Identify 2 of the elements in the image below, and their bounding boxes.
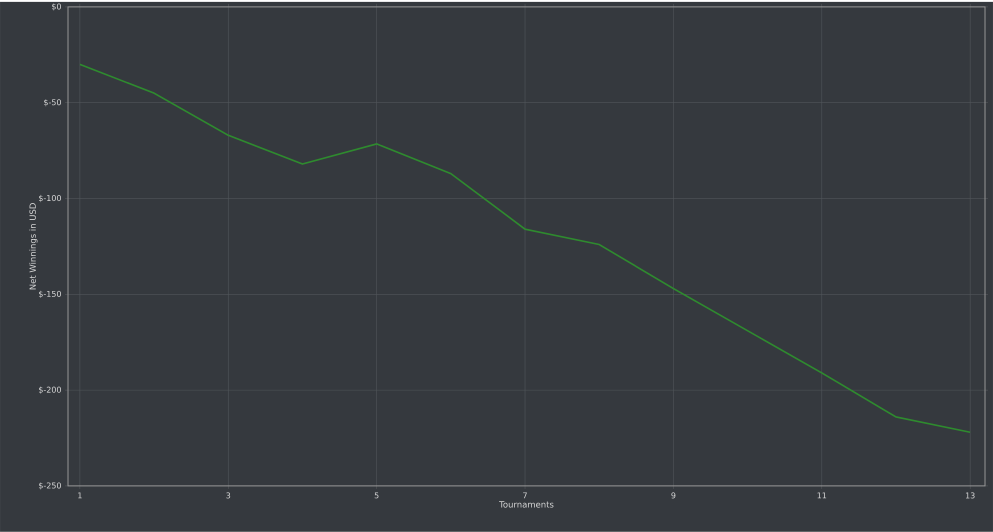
y-axis-title: Net Winnings in USD — [29, 203, 38, 290]
x-axis-title: Tournaments — [499, 501, 554, 508]
